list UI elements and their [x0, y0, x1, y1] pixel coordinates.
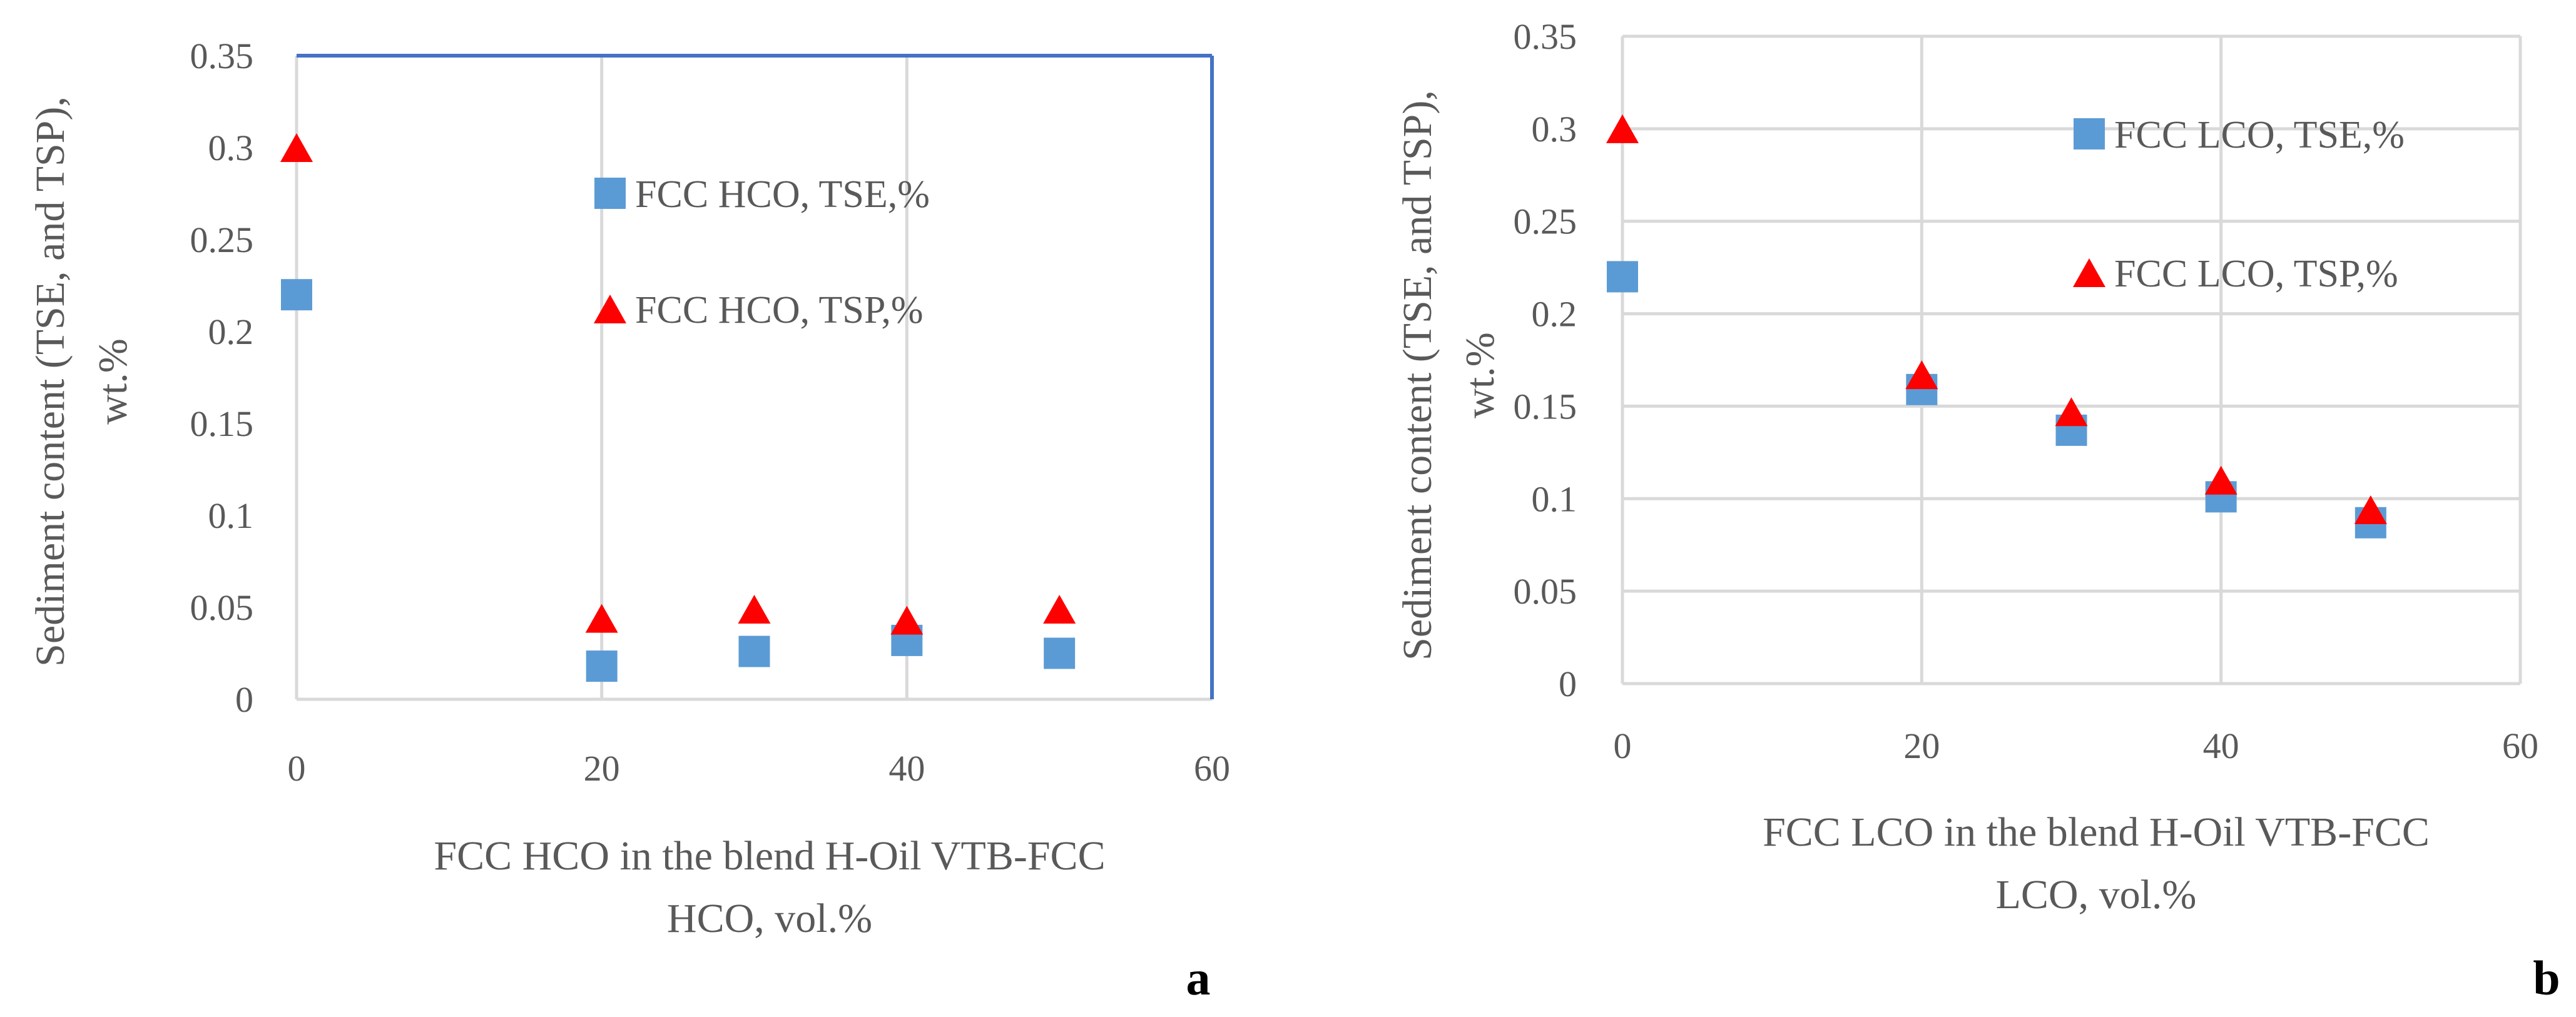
chart-b-y-tick: 0.15 — [1514, 386, 1577, 427]
chart-b-y-tick: 0.2 — [1532, 294, 1577, 335]
chart-a-panel-label: a — [1186, 951, 1211, 1005]
chart-a-frame — [297, 54, 1214, 699]
chart-b-x-tick-labels: 0 20 40 60 — [1614, 726, 2539, 766]
chart-a-legend-swatch — [594, 295, 626, 323]
chart-b-y-tick: 0 — [1559, 664, 1577, 704]
chart-b-y-axis-title-line2: wt.% — [1457, 332, 1503, 418]
chart-a-y-tick: 0.3 — [208, 128, 254, 168]
chart-b-y-axis-title-line1: Sediment content (TSE, and TSP), — [1395, 90, 1440, 660]
chart-panel-a: 0 20 40 60 0 0.05 0.1 0.15 0.2 0.25 0.3 … — [28, 36, 1230, 1005]
chart-a-y-axis-title-line1: Sediment content (TSE, and TSP), — [28, 96, 73, 667]
chart-a-tse-point — [738, 635, 770, 667]
chart-a-x-axis-title-line1: FCC HCO in the blend H-Oil VTB-FCC — [434, 833, 1105, 879]
chart-b-tsp-point — [1905, 360, 1938, 390]
chart-b-legend-swatch — [2073, 258, 2105, 287]
chart-a-tsp-point — [585, 604, 618, 633]
chart-a-x-tick: 20 — [584, 748, 620, 789]
chart-a-y-tick: 0.25 — [190, 220, 254, 260]
chart-b-y-tick: 0.35 — [1514, 16, 1577, 57]
chart-b-tsp-point — [2055, 397, 2088, 427]
chart-a-tsp-point — [1043, 594, 1076, 624]
chart-b-x-tick: 60 — [2502, 726, 2538, 766]
chart-b-legend-marker-tsp — [2073, 258, 2105, 287]
chart-b-legend-label-tse: FCC LCO, TSE,% — [2114, 114, 2405, 156]
chart-a-legend-label-tsp: FCC HCO, TSP,% — [635, 289, 924, 331]
chart-a-legend-label-tse: FCC HCO, TSE,% — [635, 173, 930, 216]
chart-b-data-points — [1606, 114, 2387, 539]
chart-b-tsp-point — [1606, 114, 1639, 143]
chart-a-tsp-point — [738, 594, 771, 624]
chart-b-x-tick: 0 — [1614, 726, 1632, 766]
chart-a-legend: FCC HCO, TSE,% FCC HCO, TSP,% — [594, 173, 930, 331]
chart-b-x-tick: 20 — [1903, 726, 1940, 766]
chart-b-y-tick: 0.25 — [1514, 201, 1577, 242]
chart-a-legend-marker-tse — [594, 178, 626, 209]
chart-a-data-points — [280, 133, 1076, 682]
chart-b-y-tick: 0.05 — [1514, 571, 1577, 612]
chart-b-y-tick-labels: 0 0.05 0.1 0.15 0.2 0.25 0.3 0.35 — [1514, 16, 1577, 704]
chart-b-x-tick: 40 — [2203, 726, 2239, 766]
chart-a-y-tick: 0.05 — [190, 587, 254, 628]
chart-b-legend-swatch — [2074, 118, 2105, 149]
chart-a-y-axis-title-line2: wt.% — [90, 338, 136, 424]
chart-panel-b: 0 20 40 60 0 0.05 0.1 0.15 0.2 0.25 0.3 … — [1395, 16, 2560, 1005]
chart-a-tsp-point — [890, 605, 924, 635]
chart-b-panel-label: b — [2533, 951, 2560, 1005]
chart-a-tse-point — [281, 279, 312, 311]
chart-a-y-tick: 0 — [235, 679, 253, 720]
chart-b-tsp-point — [2204, 465, 2237, 495]
chart-b-legend: FCC LCO, TSE,% FCC LCO, TSP,% — [2073, 114, 2405, 295]
chart-a-legend-marker-tsp — [594, 295, 626, 323]
chart-a-x-tick-labels: 0 20 40 60 — [288, 748, 1231, 789]
chart-b-x-axis-title-line2: LCO, vol.% — [1996, 872, 2197, 918]
chart-a-y-tick: 0.2 — [208, 311, 254, 352]
chart-a-tse-point — [586, 650, 618, 682]
chart-a-tse-point — [1044, 637, 1076, 669]
chart-b-x-axis-title-line1: FCC LCO in the blend H-Oil VTB-FCC — [1763, 809, 2430, 855]
chart-b-tsp-point — [2354, 495, 2387, 525]
chart-b-tse-point — [1607, 261, 1638, 293]
chart-a-y-tick: 0.1 — [208, 495, 254, 536]
chart-b-legend-marker-tse — [2074, 118, 2105, 149]
chart-b-legend-label-tsp: FCC LCO, TSP,% — [2114, 253, 2398, 295]
chart-a-y-tick: 0.15 — [190, 403, 254, 444]
chart-a-x-tick: 0 — [288, 748, 306, 789]
chart-a-tsp-point — [280, 133, 313, 162]
chart-a-y-tick-labels: 0 0.05 0.1 0.15 0.2 0.25 0.3 0.35 — [190, 36, 254, 720]
chart-a-x-tick: 40 — [888, 748, 925, 789]
chart-a-legend-swatch — [594, 178, 626, 209]
chart-a-x-tick: 60 — [1194, 748, 1230, 789]
chart-b-y-tick: 0.1 — [1532, 478, 1577, 519]
chart-b-y-tick: 0.3 — [1532, 109, 1577, 149]
chart-a-y-tick: 0.35 — [190, 36, 254, 76]
chart-a-x-axis-title-line2: HCO, vol.% — [667, 896, 872, 941]
chart-b-gridlines — [1621, 34, 2522, 686]
